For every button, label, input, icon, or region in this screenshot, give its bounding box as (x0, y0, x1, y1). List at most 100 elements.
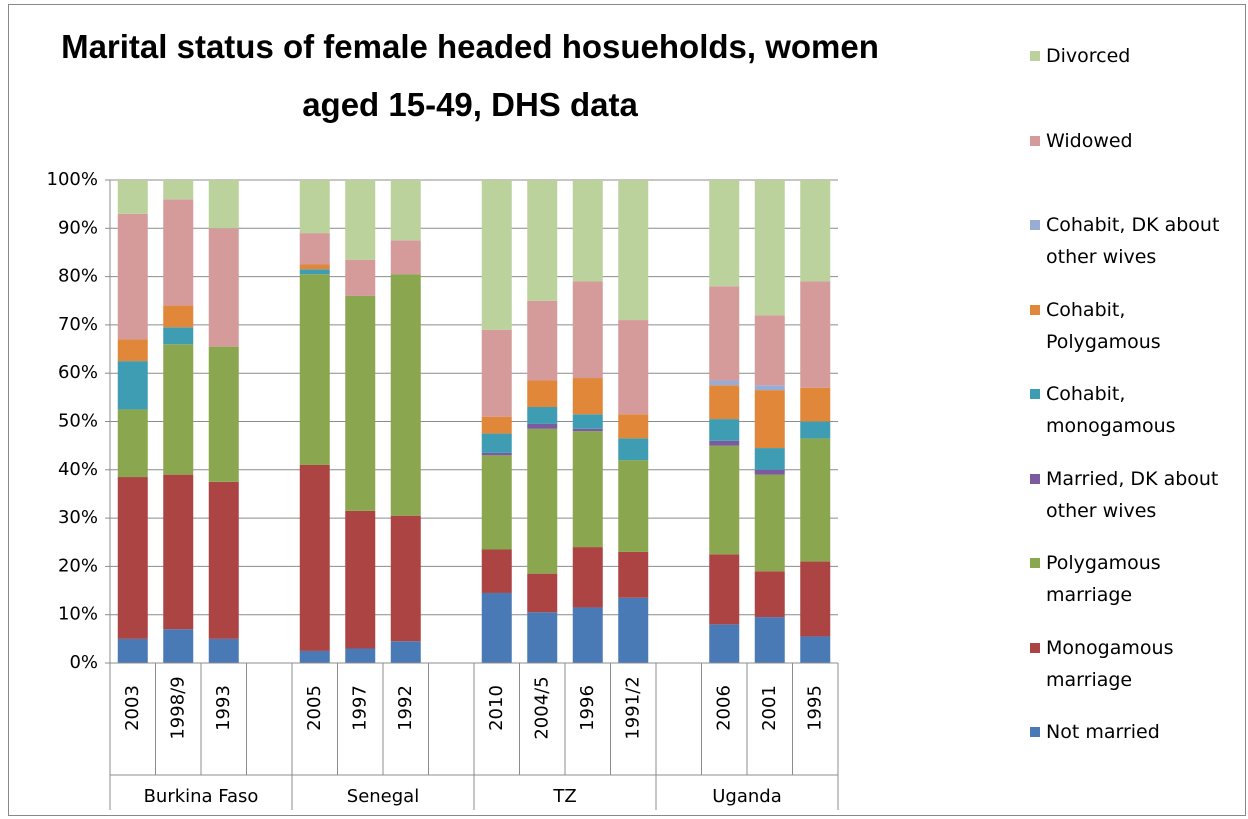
group-label: Burkina Faso (144, 786, 259, 807)
legend-label: Cohabit, monogamous (1046, 383, 1176, 437)
bar-segment (618, 597, 649, 663)
bar-segment (345, 648, 376, 663)
bar-segment (754, 385, 785, 391)
x-tick-label: 2004/5 (531, 676, 552, 739)
y-tick-label: 10% (58, 604, 98, 625)
bar-segment (754, 617, 785, 663)
bar-segment (345, 510, 376, 649)
bar-segment (163, 199, 194, 306)
bar-segment (527, 180, 558, 301)
group-label: TZ (552, 786, 576, 807)
bar-segment (709, 385, 740, 420)
bar-segment (800, 438, 831, 562)
bar-segment (800, 636, 831, 663)
legend-swatch (1030, 304, 1040, 315)
bar-segment (754, 180, 785, 316)
bar-segment (390, 515, 421, 642)
y-tick-label: 40% (58, 459, 98, 480)
bar-segment (709, 380, 740, 386)
bar-segment (754, 474, 785, 572)
bar-segment (527, 380, 558, 408)
bar-segment (572, 180, 603, 282)
legend-label: Divorced (1046, 45, 1131, 67)
bar-segment (618, 460, 649, 552)
bar-segment (709, 440, 740, 446)
x-tick-label: 1991/2 (622, 676, 643, 739)
legend-swatch (1030, 51, 1040, 61)
bar-segment (800, 281, 831, 388)
bar-segment (208, 638, 239, 663)
bar-segment (572, 281, 603, 379)
bar-segment (800, 180, 831, 282)
bar-segment (709, 445, 740, 555)
bar-segment (390, 274, 421, 516)
bar-segment (572, 414, 603, 429)
bar-segment (208, 481, 239, 639)
bar-segment (208, 180, 239, 229)
bar-segment (299, 464, 330, 651)
bar-segment (208, 228, 239, 347)
bar-segment (163, 344, 194, 475)
bar-segment (754, 315, 785, 386)
bar-segment (299, 269, 330, 275)
y-tick-label: 20% (58, 555, 98, 576)
bar-segment (390, 180, 421, 241)
bar-segment (572, 428, 603, 432)
legend-swatch (1030, 642, 1040, 653)
bar-segment (572, 431, 603, 548)
bar-segment (754, 390, 785, 449)
bar-segment (163, 474, 194, 630)
y-tick-label: 100% (47, 169, 98, 190)
bar-segment (117, 339, 148, 362)
bar-segment (527, 423, 558, 429)
x-tick-label: 1992 (395, 685, 416, 731)
bar-segment (481, 180, 512, 330)
bar-segment (117, 213, 148, 340)
bar-segment (527, 407, 558, 424)
bar-segment (163, 629, 194, 663)
bar-segment (709, 419, 740, 441)
chart-frame (8, 4, 1246, 816)
bar-segment (163, 305, 194, 328)
bar-segment (299, 264, 330, 270)
bar-segment (481, 452, 512, 456)
bar-segment (481, 592, 512, 663)
bar-segment (117, 361, 148, 410)
bar-segment (527, 612, 558, 663)
bar-segment (299, 180, 330, 234)
legend-swatch (1030, 727, 1040, 737)
group-label: Uganda (712, 786, 782, 807)
x-tick-label: 1998/9 (167, 676, 188, 739)
bar-segment (345, 180, 376, 260)
bar-segment (481, 433, 512, 453)
bar-segment (527, 573, 558, 613)
x-tick-label: 1993 (213, 685, 234, 731)
legend-label: Cohabit, Polygamous (1046, 298, 1161, 353)
legend-swatch (1030, 135, 1040, 146)
y-tick-label: 60% (58, 362, 98, 383)
x-tick-label: 2006 (713, 685, 734, 731)
bar-segment (117, 477, 148, 639)
y-tick-label: 80% (58, 266, 98, 287)
bar-segment (800, 561, 831, 637)
y-tick-label: 0% (69, 652, 98, 673)
bar-segment (800, 387, 831, 422)
x-tick-label: 1996 (577, 685, 598, 731)
bar-segment (754, 469, 785, 475)
bar-segment (299, 233, 330, 265)
bar-segment (117, 180, 148, 214)
bar-segment (117, 638, 148, 663)
bar-segment (163, 180, 194, 200)
legend-swatch (1030, 473, 1040, 484)
bar-segment (117, 409, 148, 478)
legend-swatch (1030, 220, 1040, 230)
bar-segment (709, 180, 740, 287)
y-tick-label: 30% (58, 507, 98, 528)
legend-label: Polygamous marriage (1046, 552, 1161, 606)
bar-segment (572, 547, 603, 608)
bar-segment (618, 438, 649, 461)
bar-segment (709, 554, 740, 625)
bar-segment (572, 607, 603, 663)
x-tick-label: 2001 (759, 685, 780, 731)
